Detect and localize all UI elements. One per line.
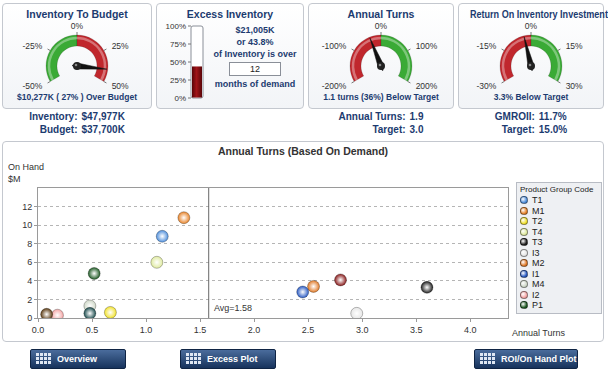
svg-text:Avg=1.58: Avg=1.58 xyxy=(214,303,252,313)
html-text:P1: P1 xyxy=(532,300,543,311)
svg-text:3.0: 3.0 xyxy=(356,325,369,335)
html-text:Overview: Overview xyxy=(57,354,97,364)
svg-text:3.5: 3.5 xyxy=(410,325,423,335)
svg-text:2.0: 2.0 xyxy=(248,325,261,335)
html-text:or 43.8%: or 43.8% xyxy=(236,37,274,47)
html-text:Budget: $37,700K: Budget: $37,700K xyxy=(39,124,125,135)
svg-text:Annual Turns: Annual Turns xyxy=(512,328,566,338)
svg-text:-25%: -25% xyxy=(23,41,43,51)
html-text:Annual Turns: Annual Turns xyxy=(347,8,415,20)
svg-text:0%: 0% xyxy=(375,21,388,31)
svg-text:0.5: 0.5 xyxy=(86,325,99,335)
svg-text:1.5: 1.5 xyxy=(194,325,207,335)
svg-text:75%: 75% xyxy=(170,40,186,49)
html-text:12: 12 xyxy=(250,64,260,74)
svg-text:0.0: 0.0 xyxy=(32,325,45,335)
html-text:Inventory: $47,977K: Inventory: $47,977K xyxy=(29,111,125,122)
html-text:T4: T4 xyxy=(532,226,543,237)
html-text:Return On Inventory Investment: Return On Inventory Investment xyxy=(469,8,608,20)
html-text:T2: T2 xyxy=(532,216,543,227)
html-text:Target: 3.0: Target: 3.0 xyxy=(372,124,424,135)
svg-text:100%: 100% xyxy=(166,22,186,31)
html-text:Product Group Code: Product Group Code xyxy=(520,185,594,194)
svg-text:10: 10 xyxy=(22,220,32,230)
svg-text:2.5: 2.5 xyxy=(302,325,315,335)
svg-text:200%: 200% xyxy=(416,81,438,91)
html-text:M4: M4 xyxy=(532,279,545,290)
html-text:$10,277K ( 27% ) Over Budget: $10,277K ( 27% ) Over Budget xyxy=(17,92,137,102)
svg-text:On Hand$M: On Hand$M xyxy=(8,162,44,184)
html-text:Annual Turns: 1.9: Annual Turns: 1.9 xyxy=(338,111,424,122)
svg-text:25%: 25% xyxy=(170,76,186,85)
html-text:months of demand: months of demand xyxy=(214,79,296,89)
svg-text:8: 8 xyxy=(27,239,32,249)
html-text:I3: I3 xyxy=(532,247,540,258)
html-text:Inventory To Budget: Inventory To Budget xyxy=(26,8,128,20)
html-text:of Inventory is over: of Inventory is over xyxy=(213,49,297,59)
html-text:$21,005K: $21,005K xyxy=(235,25,275,35)
html-text:3.3% Below Target: 3.3% Below Target xyxy=(493,92,569,102)
svg-text:50%: 50% xyxy=(112,81,129,91)
html-text:Excess Plot: Excess Plot xyxy=(207,354,258,364)
html-text:Target: 15.0%: Target: 15.0% xyxy=(501,124,568,135)
svg-text:15%: 15% xyxy=(566,41,583,51)
svg-text:4.0: 4.0 xyxy=(464,325,477,335)
svg-text:-100%: -100% xyxy=(322,41,347,51)
html-text:M1: M1 xyxy=(532,205,545,216)
svg-text:25%: 25% xyxy=(112,41,129,51)
svg-text:50%: 50% xyxy=(170,58,186,67)
html-text:T1: T1 xyxy=(532,195,543,206)
svg-text:1.0: 1.0 xyxy=(140,325,153,335)
html-text:I2: I2 xyxy=(532,289,540,300)
svg-text:0: 0 xyxy=(27,313,32,323)
html-text:ROI/On Hand Plot: ROI/On Hand Plot xyxy=(501,354,577,364)
svg-text:100%: 100% xyxy=(416,41,438,51)
svg-text:0%: 0% xyxy=(174,94,186,103)
svg-text:6: 6 xyxy=(27,257,32,267)
html-text:Excess Inventory: Excess Inventory xyxy=(186,8,274,20)
svg-text:-50%: -50% xyxy=(23,81,43,91)
html-text:T3: T3 xyxy=(532,237,543,248)
html-text:Annual Turns (Based On Demand): Annual Turns (Based On Demand) xyxy=(217,145,389,157)
html-text:GMROII: 11.7%: GMROII: 11.7% xyxy=(494,111,567,122)
svg-text:4: 4 xyxy=(27,276,32,286)
svg-text:30%: 30% xyxy=(566,81,583,91)
svg-text:2: 2 xyxy=(27,295,32,305)
svg-text:-15%: -15% xyxy=(477,41,497,51)
html-text:I1: I1 xyxy=(532,268,540,279)
svg-text:-30%: -30% xyxy=(477,81,497,91)
html-text:1.1 turns (36%) Below Target: 1.1 turns (36%) Below Target xyxy=(323,92,439,102)
svg-text:12: 12 xyxy=(22,202,32,212)
svg-text:0%: 0% xyxy=(525,21,538,31)
svg-text:0%: 0% xyxy=(71,21,84,31)
svg-text:-200%: -200% xyxy=(322,81,347,91)
html-text:M2: M2 xyxy=(532,258,545,269)
